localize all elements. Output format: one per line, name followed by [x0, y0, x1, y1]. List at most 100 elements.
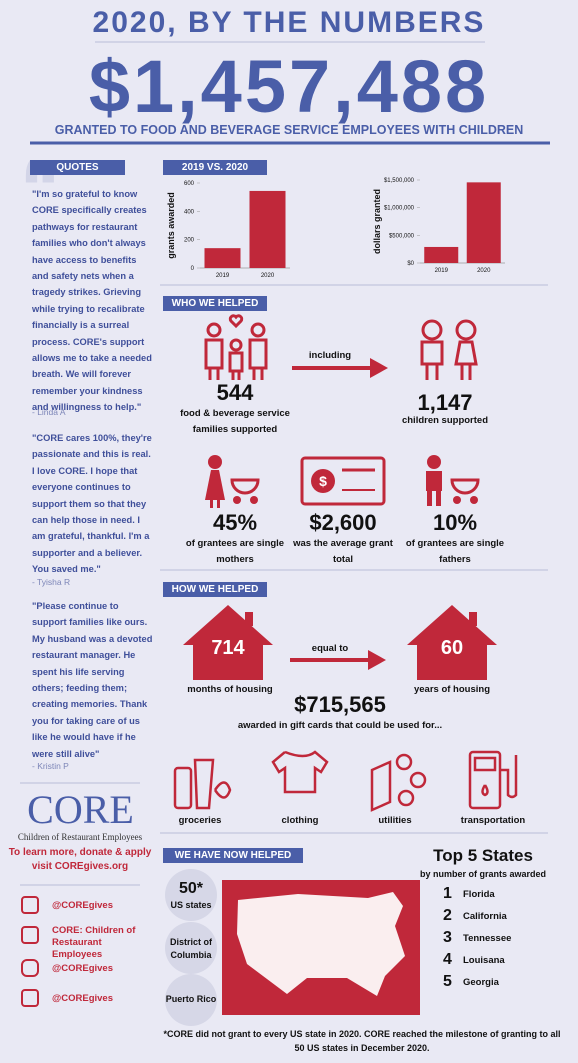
badge: [165, 922, 217, 974]
x-tick-label: 2019: [216, 273, 230, 279]
bar: [424, 246, 459, 263]
connector: equal to: [311, 643, 349, 654]
stat-label: children supported: [401, 415, 489, 426]
top5-row: 5 Georgia: [443, 971, 553, 993]
stat-label: of grantees are single fathers: [405, 538, 505, 565]
footnote: *CORE did not grant to every US state in…: [163, 1029, 561, 1053]
months-label: months of housing: [187, 684, 273, 695]
us-map: [237, 892, 405, 996]
state: California: [463, 910, 507, 922]
family-icon: [204, 314, 268, 380]
state: Georgia: [463, 976, 499, 988]
bar: [249, 190, 286, 268]
y-tick-label: $1,500,000: [384, 178, 415, 184]
x-tick-label: 2019: [435, 268, 449, 274]
bar: [466, 182, 501, 263]
reach-label: Puerto Rico: [165, 994, 217, 1004]
quote-author: - Tyisha R: [32, 577, 71, 587]
quote: "CORE cares 100%, they're passionate and…: [32, 433, 152, 575]
gift-value: $715,565: [294, 692, 386, 717]
house-icon: [183, 605, 273, 680]
top5-row: 1 Florida: [443, 883, 553, 905]
state: Florida: [463, 888, 495, 900]
rank: 4: [443, 951, 452, 968]
section-tag: HOW WE HELPED: [163, 582, 267, 597]
arrow: [292, 358, 388, 378]
linkedin-handle[interactable]: CORE: Children of Restaurant Employees: [52, 925, 136, 960]
use-label: utilities: [378, 815, 412, 826]
stat-value: 1,147: [417, 390, 473, 415]
x-tick-label: 2020: [477, 268, 491, 274]
use-label: transportation: [460, 815, 526, 826]
y-axis-label: dollars granted: [372, 189, 382, 254]
instagram-handle[interactable]: @COREgives: [52, 963, 114, 974]
y-tick-label: $500,000: [389, 233, 415, 239]
y-tick-label: 200: [184, 238, 195, 244]
x-tick-label: 2020: [261, 273, 275, 279]
core-tagline: Children of Restaurant Employees: [17, 832, 143, 842]
facebook-handle[interactable]: @COREgives: [52, 993, 114, 1004]
top5-subtitle: by number of grants awarded: [419, 869, 547, 879]
section-tag: WHO WE HELPED: [163, 296, 267, 311]
stat-label: of grantees are single mothers: [185, 538, 285, 565]
reach-value: 50*: [178, 880, 204, 897]
stat-value: 544: [216, 380, 254, 405]
section-tag: 2019 VS. 2020: [163, 160, 267, 175]
stat-label: food & beverage service families support…: [180, 408, 290, 435]
clothing-icon: [271, 750, 329, 794]
use-label: groceries: [178, 815, 222, 826]
stat-label: was the average grant total: [293, 538, 393, 565]
social-icons: [21, 896, 39, 1007]
house-icon: [407, 605, 497, 680]
gift-label: awarded in gift cards that could be used…: [237, 720, 443, 731]
y-tick-label: 400: [184, 209, 195, 215]
stat-value: 45%: [212, 510, 258, 535]
state: Louisana: [463, 954, 505, 966]
rank: 1: [443, 885, 452, 902]
top5-row: 3 Tennessee: [443, 927, 553, 949]
svg-text:$: $: [319, 473, 327, 489]
quote: "I'm so grateful to know CORE specifical…: [32, 189, 152, 413]
subtitle: GRANTED TO FOOD AND BEVERAGE SERVICE EMP…: [54, 123, 524, 137]
y-tick-label: $0: [407, 261, 414, 267]
arrow: [290, 650, 386, 670]
reach-label: District of Columbia: [169, 937, 212, 960]
badge: [165, 974, 217, 1026]
quote-mark: “: [20, 143, 60, 232]
quote-author: - Kristin P: [32, 761, 69, 771]
y-tick-label: 600: [184, 181, 195, 187]
stat-value: $2,600: [309, 510, 377, 535]
section-tag: WE HAVE NOW HELPED: [163, 848, 303, 863]
y-axis-label: grants awarded: [166, 192, 176, 259]
state: Tennessee: [463, 932, 512, 944]
months-value: 714: [211, 637, 245, 659]
rank: 2: [443, 907, 452, 924]
mother-icon: [205, 455, 260, 508]
stat-value: 10%: [432, 510, 478, 535]
groceries-icon: [173, 758, 232, 810]
top5-title: Top 5 States: [433, 846, 533, 865]
call-to-action[interactable]: To learn more, donate & apply visit CORE…: [8, 847, 152, 872]
top5-row: 2 California: [443, 905, 553, 927]
section-tag: QUOTES: [30, 160, 125, 175]
total-amount: $1,457,488: [88, 45, 490, 128]
utilities-icon: [370, 753, 427, 812]
transportation-icon: [468, 750, 518, 810]
rank: 5: [443, 973, 452, 990]
top5-list: 1 Florida 2 California 3 Tennessee 4 Louisana 5 G…: [443, 883, 553, 993]
quote-author: - Linda A: [32, 407, 66, 417]
years-label: years of housing: [413, 684, 490, 695]
rank: 3: [443, 929, 452, 946]
reach-label: US states: [170, 900, 212, 910]
use-label: clothing: [281, 815, 319, 826]
top5-row: 4 Louisana: [443, 949, 553, 971]
connector: including: [308, 350, 352, 361]
title: 2020, BY THE NUMBERS: [92, 6, 486, 39]
quote: "Please continue to support families lik…: [32, 601, 153, 759]
twitter-handle[interactable]: @COREgives: [52, 900, 114, 911]
y-tick-label: $1,000,000: [384, 206, 415, 212]
bar: [204, 248, 241, 268]
father-icon: [426, 455, 480, 506]
